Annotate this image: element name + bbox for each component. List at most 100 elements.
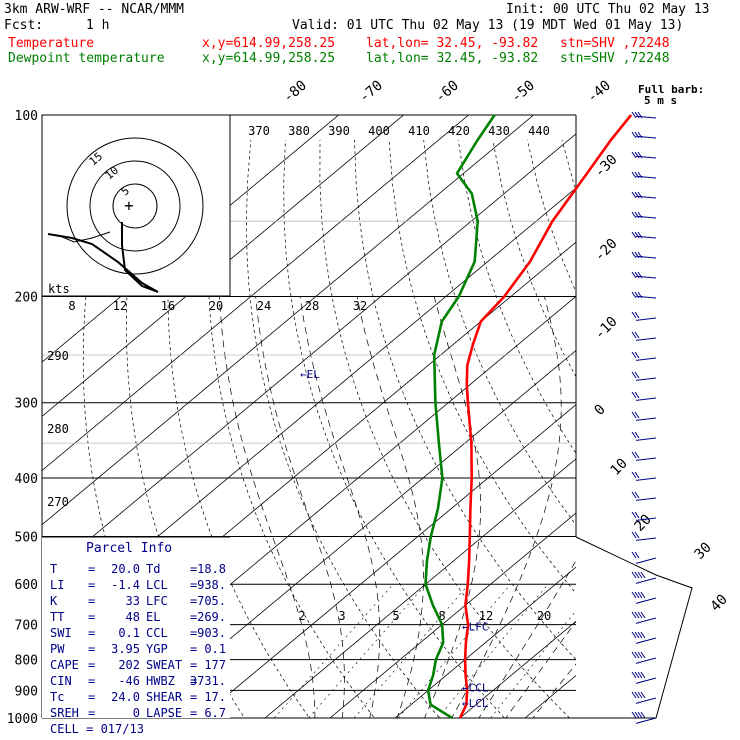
wind-barb-flag [631,171,637,179]
wind-barb-flag [634,251,640,259]
wind-barb [635,637,657,644]
hodograph-trace [47,222,159,293]
marker-lfc: ←LFC [462,621,489,634]
dry-adiabat-line [700,140,740,731]
wind-barb-flag [640,591,646,599]
dry-adiabat-line [631,140,740,731]
wind-barb-flag [634,371,640,379]
speed-tick-label: 24 [257,299,271,313]
wind-barb [635,255,657,259]
speed-tick-label: 20 [209,299,223,313]
theta-label-top: 380 [288,124,310,138]
wind-barb-flag [637,271,643,279]
theta-label-top: 410 [408,124,430,138]
wind-barb-flag [634,531,640,539]
parcel-key: LAPSE [146,706,182,720]
mixing-ratio-label: 2 [298,609,305,623]
isotherm-label-right: -30 [592,152,621,181]
dry-adiabat-line [388,139,576,594]
parcel-value: 18.8 [197,562,226,576]
marker-lcl: ←LCL [462,697,489,710]
wind-barb-flag [631,691,637,699]
wind-barb [635,697,657,704]
wind-barb-flag [637,111,643,119]
theta-label-left: 270 [47,495,69,509]
parcel-eq: = [190,690,197,704]
isotherm-label-right: -20 [592,236,621,265]
wind-barb-flag [637,231,643,239]
wind-barb-flag [637,171,643,179]
parcel-eq: = [190,562,197,576]
moist-adiabat-line [219,296,316,718]
wind-barb [635,437,657,441]
dew-loc-stn: stn=SHV ,72248 [560,51,670,66]
dewpoint-profile [424,114,496,720]
temp-loc-latlon: lat,lon= 32.45, -93.82 [366,36,539,51]
parcel-key: TT [50,610,64,624]
wind-barb [635,417,657,421]
wind-barb-flag [631,511,637,519]
wind-barb-flag [637,591,643,599]
moist-adiabat-line [356,296,424,718]
wind-barb-flag [637,611,643,619]
theta-label-left: 280 [47,422,69,436]
mixing-ratio-label: 20 [537,609,551,623]
model-title: 3km ARW-WRF -- NCAR/MMM [4,2,185,17]
parcel-value: -1.4 [111,578,140,592]
hodograph-ring [89,160,181,252]
parcel-value: 24.0 [111,690,140,704]
wind-barb-flag [637,211,643,219]
wind-barb-flag [634,471,640,479]
speed-tick-label: 32 [353,299,367,313]
hodograph-ring [112,183,158,229]
wind-barb-flag [634,151,640,159]
wind-barb-flag [631,471,637,479]
wind-barb-flag [634,551,640,559]
temp-loc-stn: stn=SHV ,72248 [560,36,670,51]
fcst-value: 1 h [86,18,110,33]
wind-barb [635,115,657,119]
speed-tick-label: 16 [161,299,175,313]
theta-label-top: 370 [248,124,270,138]
marker-ccl: ←CCL [462,681,489,694]
moist-adiabat-line [255,296,345,718]
wind-barb [635,377,657,381]
wind-barb-flag [640,671,646,679]
wind-barb [635,717,657,724]
wind-barb-flag [631,211,637,219]
parcel-cell: CELL = 017/13 [50,722,144,736]
parcel-key: HWBZ [146,674,175,688]
mixing-ratio-line [398,584,511,718]
wind-barb-flag [634,231,640,239]
wind-barb [635,175,657,179]
wind-barb-flag [634,491,640,499]
parcel-key: Tc [50,690,64,704]
moist-adiabat-line [451,296,562,718]
parcel-key: CIN [50,674,72,688]
fcst-label: Fcst: [4,18,44,33]
parcel-value: 0 [133,706,140,720]
parcel-eq: = [190,578,197,592]
wind-barb [635,617,657,624]
isotherm-line [42,115,469,472]
wind-barb-flag [637,711,643,719]
wind-barb-flag [634,351,640,359]
wind-barb-flag [634,291,640,299]
hodograph-center: + [124,196,134,215]
theta-label-left: 290 [47,349,69,363]
parcel-value: 0.1 [118,626,140,640]
parcel-value: 17. [204,690,226,704]
wind-barb-flag [634,651,640,659]
wind-barb-flag [640,611,646,619]
wind-barb-flag [631,711,637,719]
wind-barb [635,557,657,564]
wind-barb-flag [637,151,643,159]
wind-barb [635,657,657,664]
wind-barb-flag [634,591,640,599]
dry-adiabat-line [246,139,441,718]
wind-barb-flag [634,131,640,139]
parcel-value: 0.1 [204,642,226,656]
wind-barb-flag [634,171,640,179]
parcel-value: 20.0 [111,562,140,576]
